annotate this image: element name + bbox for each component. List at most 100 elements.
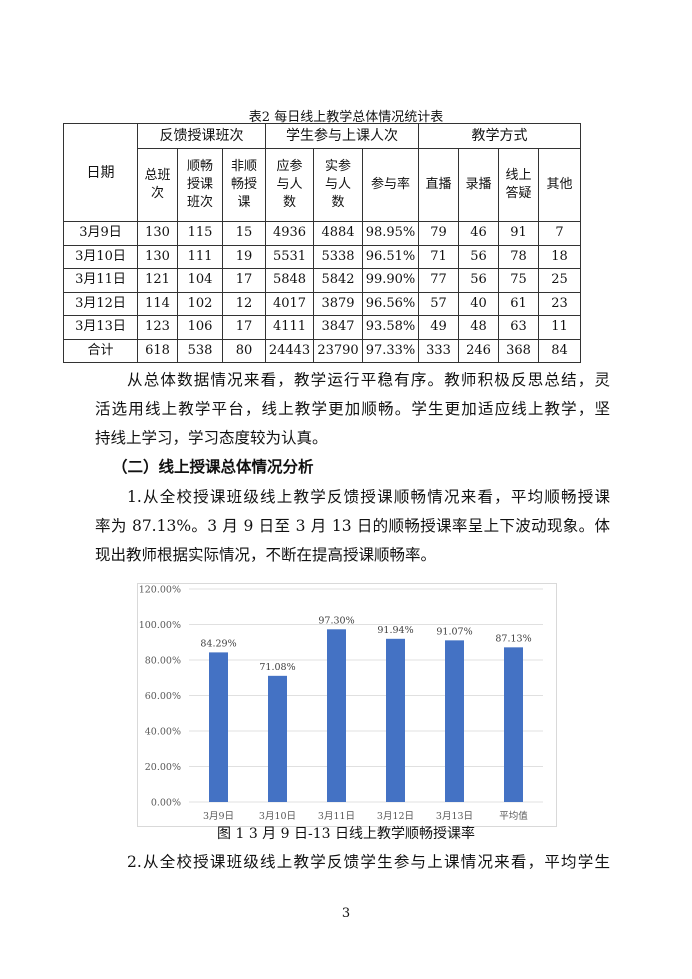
table-cell: 57 xyxy=(418,291,459,316)
table-cell: 106 xyxy=(177,315,223,340)
table-cell: 5848 xyxy=(265,268,314,293)
table-row: 3月10日 130 111 19 5531 5338 96.51% 71 56 78 18 xyxy=(63,244,628,269)
table-cell: 56 xyxy=(458,268,499,293)
table-cell: 130 xyxy=(137,244,178,269)
table-cell: 17 xyxy=(222,268,266,293)
table-cell: 46 xyxy=(458,221,499,246)
table-cell: 4936 xyxy=(265,221,314,246)
table-row: 3月12日 114 102 12 4017 3879 96.56% 57 40 61 23 xyxy=(63,291,628,316)
table-cell: 121 xyxy=(137,268,178,293)
table-cell: 23 xyxy=(538,291,581,316)
figure-caption: 图 1 3 月 9 日-13 日线上教学顺畅授课率 xyxy=(217,826,475,842)
table-cell: 5531 xyxy=(265,244,314,269)
table-caption: 表2 每日线上教学总体情况统计表 xyxy=(248,110,444,125)
chart-svg: 0.00% 20.00% 40.00% 60.00% 80.00% 100.00% 120.… xyxy=(139,585,543,822)
section-heading: （二）线上授课总体情况分析 xyxy=(112,457,314,476)
table-cell: 368 xyxy=(498,338,539,363)
paragraph-line: 2.从全校授课班级线上教学反馈学生参与上课情况来看，平均学生 xyxy=(127,853,610,871)
table-cell: 12 xyxy=(222,291,266,316)
bar xyxy=(386,638,405,802)
x-tick-label: 平均值 xyxy=(499,810,528,822)
subheader: 实参与人数 xyxy=(313,148,363,222)
bar xyxy=(268,675,287,802)
header-group: 学生参与上课人次 xyxy=(265,123,419,149)
x-tick-label: 3月13日 xyxy=(436,811,473,822)
y-tick-label: 100.00% xyxy=(139,620,181,631)
table-row: 3月11日 121 104 17 5848 5842 99.90% 77 56 75 25 xyxy=(63,268,628,293)
table-cell: 4884 xyxy=(313,221,363,246)
paragraph-line: 现出教师根据实际情况，不断在提高授课顺畅率。 xyxy=(95,546,437,564)
table-cell: 11 xyxy=(538,315,581,340)
table-cell: 71 xyxy=(418,244,459,269)
table-cell: 18 xyxy=(538,244,581,269)
table-cell: 80 xyxy=(222,338,266,363)
y-tick-label: 40.00% xyxy=(145,727,181,738)
x-tick-label: 3月12日 xyxy=(377,811,414,822)
data-label: 84.29% xyxy=(200,638,236,649)
bar xyxy=(445,640,464,802)
table-cell: 114 xyxy=(137,291,178,316)
table-cell: 333 xyxy=(418,338,459,363)
data-label: 87.13% xyxy=(495,633,531,644)
y-tick-label: 120.00% xyxy=(139,585,181,596)
data-label: 91.07% xyxy=(436,626,472,637)
table-cell: 49 xyxy=(418,315,459,340)
table-cell: 7 xyxy=(538,221,581,246)
table-cell: 104 xyxy=(177,268,223,293)
bar xyxy=(327,629,346,802)
table-cell: 98.95% xyxy=(362,221,419,246)
data-label: 97.30% xyxy=(318,615,354,626)
subheader: 总班次 xyxy=(137,148,178,222)
table-cell: 3847 xyxy=(313,315,363,340)
subheader: 其他 xyxy=(538,148,581,222)
paragraph-line: 率为 87.13%。3 月 9 日至 3 月 13 日的顺畅授课率呈上下波动现象… xyxy=(95,517,610,535)
table-cell: 78 xyxy=(498,244,539,269)
table-cell: 63 xyxy=(498,315,539,340)
table-cell: 77 xyxy=(418,268,459,293)
table-cell: 3月11日 xyxy=(63,268,138,293)
y-tick-label: 0.00% xyxy=(151,798,181,809)
table-cell: 102 xyxy=(177,291,223,316)
page-number: 3 xyxy=(341,906,351,921)
bar xyxy=(209,652,228,802)
table-cell: 79 xyxy=(418,221,459,246)
table-cell: 96.51% xyxy=(362,244,419,269)
table-cell: 123 xyxy=(137,315,178,340)
table-cell: 75 xyxy=(498,268,539,293)
paragraph-line: 从总体数据情况来看，教学运行平稳有序。教师积极反思总结，灵 xyxy=(127,371,610,389)
table-cell: 115 xyxy=(177,221,223,246)
y-tick-label: 80.00% xyxy=(145,656,181,667)
data-label: 71.08% xyxy=(259,662,295,673)
subheader: 非顺畅授课 xyxy=(222,148,266,222)
table-cell: 84 xyxy=(538,338,581,363)
stats-table: 日期 反馈授课班次 学生参与上课人次 教学方式 总班次 顺畅授课班次 非顺畅授课 应参… xyxy=(63,123,628,363)
bar xyxy=(504,647,523,802)
table-cell: 91 xyxy=(498,221,539,246)
table-cell: 3月13日 xyxy=(63,315,138,340)
table-cell: 5338 xyxy=(313,244,363,269)
table-row: 3月13日 123 106 17 4111 3847 93.58% 49 48 63 11 xyxy=(63,315,628,340)
table-cell: 4017 xyxy=(265,291,314,316)
paragraph-line: 1.从全校授课班级线上教学反馈授课顺畅情况来看，平均顺畅授课 xyxy=(127,488,610,506)
table-cell: 23790 xyxy=(313,338,363,363)
bar-chart: 0.00% 20.00% 40.00% 60.00% 80.00% 100.00% 120.… xyxy=(137,583,557,827)
table-cell: 5842 xyxy=(313,268,363,293)
paragraph-line: 活选用线上教学平台，线上教学更加顺畅。学生更加适应线上教学，坚 xyxy=(95,400,610,418)
table-cell: 246 xyxy=(458,338,499,363)
table-cell: 97.33% xyxy=(362,338,419,363)
table-cell: 3879 xyxy=(313,291,363,316)
table-cell: 40 xyxy=(458,291,499,316)
table-cell: 111 xyxy=(177,244,223,269)
header-date: 日期 xyxy=(63,123,138,222)
table-cell: 61 xyxy=(498,291,539,316)
table-cell: 3月12日 xyxy=(63,291,138,316)
table-cell: 130 xyxy=(137,221,178,246)
table-cell: 19 xyxy=(222,244,266,269)
data-label: 91.94% xyxy=(377,625,413,636)
table-cell: 48 xyxy=(458,315,499,340)
table-cell: 3月9日 xyxy=(63,221,138,246)
x-tick-label: 3月11日 xyxy=(318,811,355,822)
table-cell: 96.56% xyxy=(362,291,419,316)
subheader: 录播 xyxy=(458,148,499,222)
